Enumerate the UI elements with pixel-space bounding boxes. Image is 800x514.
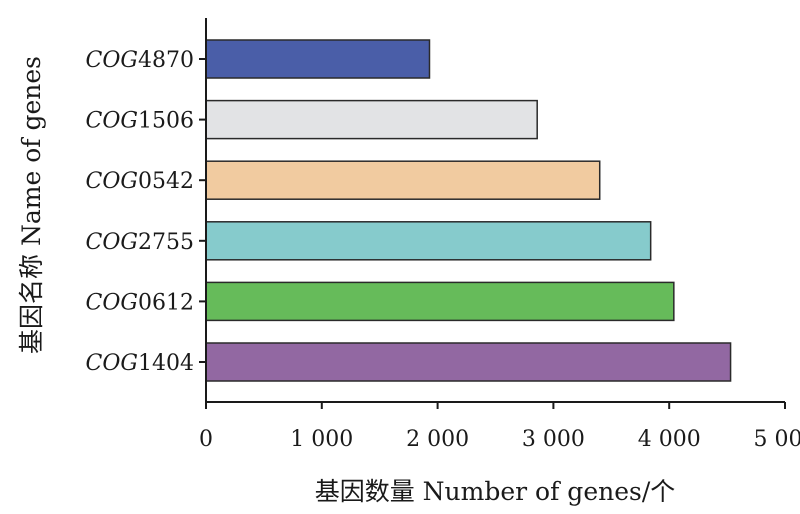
bar-cog1404 (205, 342, 732, 382)
category-label-cog0542: COG0542 (86, 169, 194, 194)
bar-cog0542 (205, 160, 601, 200)
category-label-cog4870: COG4870 (86, 48, 194, 73)
x-tick-label: 3 000 (522, 427, 585, 452)
category-labels: COG4870 COG1506 COG0542 COG2755 COG0612 COG14… (86, 48, 206, 376)
bar-cog4870 (205, 39, 431, 79)
bar-cog2755 (205, 221, 652, 261)
category-label-cog1506: COG1506 (86, 109, 194, 134)
x-tick-label: 0 (199, 427, 213, 452)
x-tick-label: 4 000 (638, 427, 701, 452)
x-axis-ticks: 0 1 000 2 000 3 000 4 000 5 000 (199, 402, 800, 452)
x-tick-label: 5 000 (754, 427, 800, 452)
bar-cog0612 (205, 281, 675, 322)
bar-cog1506 (205, 99, 538, 140)
category-label-cog2755: COG2755 (86, 230, 194, 255)
x-axis-title: 基因数量 Number of genes/个 (315, 477, 676, 506)
y-axis-title: 基因名称 Name of genes (17, 56, 46, 354)
bars-group (205, 39, 732, 382)
x-tick-label: 2 000 (406, 427, 469, 452)
category-label-cog0612: COG0612 (86, 290, 194, 315)
category-label-cog1404: COG1404 (86, 351, 194, 376)
x-tick-label: 1 000 (290, 427, 353, 452)
